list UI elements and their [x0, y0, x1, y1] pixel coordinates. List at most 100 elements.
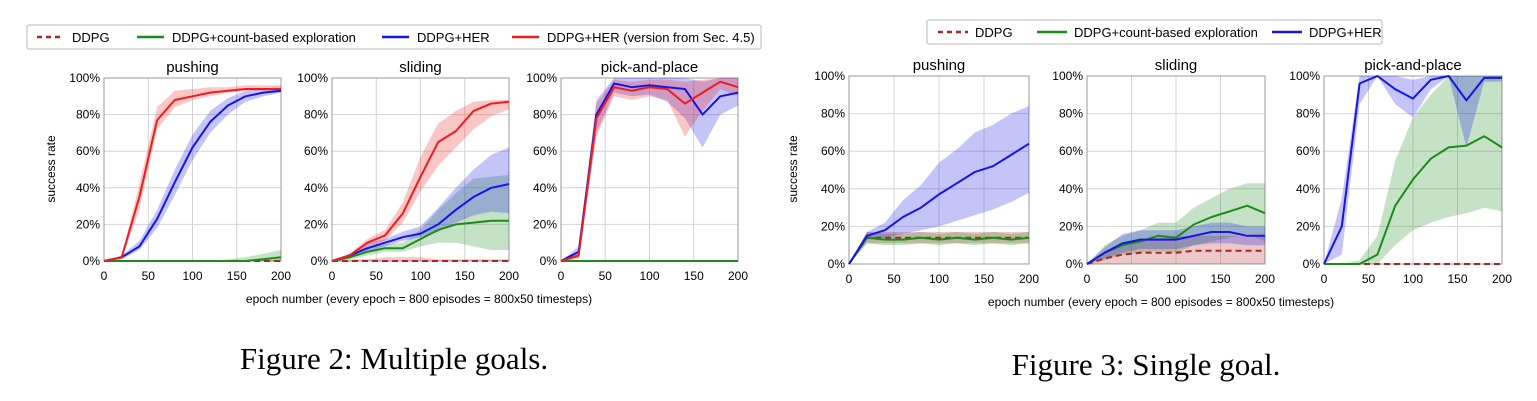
chart-panel-4: pushing 0 50 100 150 200 0% 20% 40% 60% 80% 100%	[814, 57, 1039, 286]
x-tick-label: 150	[684, 269, 704, 283]
legend-label-ddpg: DDPG	[975, 25, 1013, 40]
y-tick-label: 40%	[821, 182, 845, 196]
y-tick-label: 40%	[1296, 182, 1320, 196]
y-tick-label: 40%	[533, 181, 557, 195]
plot-frame	[848, 75, 1030, 265]
plot-frame	[1086, 75, 1266, 265]
x-tick-label: 200	[728, 269, 748, 283]
y-tick-label: 60%	[304, 144, 328, 158]
chart-panel-2: sliding 0 50 100 150 200 0% 20% 40% 60% 80% 100%	[297, 59, 519, 283]
x-tick-label: 100	[410, 269, 430, 283]
series-line-ddpg-her	[848, 142, 1030, 265]
series-line-ddpg-her-version-from-sec-4-5	[103, 88, 281, 262]
x-tick-label: 0	[558, 269, 565, 283]
y-tick-label: 100%	[1052, 69, 1083, 83]
y-tick-label: 0%	[311, 254, 329, 268]
y-tick-label: 20%	[1059, 219, 1083, 233]
legend-label-count: DDPG+count-based exploration	[172, 30, 356, 45]
y-tick-label: 100%	[814, 69, 845, 83]
series-line-ddpg-count-based-exploration	[1086, 204, 1266, 265]
x-tick-label: 0	[329, 269, 336, 283]
y-tick-label: 60%	[1296, 144, 1320, 158]
y-tick-label: 60%	[1059, 144, 1083, 158]
x-tick-label: 0	[101, 269, 108, 283]
y-tick-label: 20%	[821, 219, 845, 233]
band-ddpg-count-based-exploration	[1324, 76, 1502, 264]
series-line-ddpg-count-based-exploration	[331, 219, 509, 262]
y-tick-label: 100%	[1289, 69, 1320, 83]
y-tick-label: 20%	[76, 217, 100, 231]
caption-fig3: Figure 3: Single goal.	[1012, 347, 1281, 382]
y-tick-label: 60%	[821, 144, 845, 158]
band-ddpg-her	[1324, 76, 1502, 264]
legend-fig3: DDPG DDPG+count-based exploration DDPG+H…	[926, 19, 1383, 45]
x-tick-label: 200	[1019, 272, 1039, 286]
x-tick-label: 150	[227, 269, 247, 283]
y-tick-label: 40%	[1059, 182, 1083, 196]
series-line-ddpg-her	[103, 89, 282, 262]
panel-title: pushing	[913, 57, 966, 74]
series-line-ddpg-her	[331, 183, 510, 262]
x-tick-label: 100	[639, 269, 659, 283]
legend-label-her45: DDPG+HER (version from Sec. 4.5)	[547, 30, 755, 45]
caption-fig2: Figure 2: Multiple goals.	[240, 341, 548, 376]
legend-fig2: DDPG DDPG+count-based exploration DDPG+H…	[26, 24, 762, 50]
panel-title: sliding	[399, 59, 442, 76]
x-tick-label: 100	[1403, 272, 1423, 286]
x-tick-label: 200	[1255, 272, 1275, 286]
y-tick-label: 20%	[533, 217, 557, 231]
y-tick-label: 60%	[76, 144, 100, 158]
y-tick-label: 40%	[76, 181, 100, 195]
y-tick-label: 100%	[297, 71, 328, 85]
x-tick-label: 50	[1362, 272, 1376, 286]
y-tick-label: 20%	[304, 217, 328, 231]
legend-label-ddpg: DDPG	[72, 30, 110, 45]
legend-label-her: DDPG+HER	[1309, 25, 1382, 40]
x-tick-label: 50	[887, 272, 901, 286]
ylabel-fig2: success rate	[44, 135, 58, 203]
legend-box	[926, 19, 1383, 45]
panel-title: pick-and-place	[1364, 57, 1462, 74]
y-tick-label: 0%	[1066, 257, 1084, 271]
x-tick-label: 0	[1321, 272, 1328, 286]
series-line-ddpg-count-based-exploration	[104, 256, 282, 262]
band-ddpg-her	[561, 78, 738, 261]
y-tick-label: 40%	[304, 181, 328, 195]
y-tick-label: 80%	[76, 108, 100, 122]
series-line-ddpg-her	[1086, 231, 1265, 265]
series-line-ddpg-count-based-exploration	[1324, 135, 1503, 265]
y-tick-label: 60%	[533, 144, 557, 158]
plot-frame	[1323, 75, 1503, 265]
band-ddpg-her	[332, 147, 509, 261]
series-line-ddpg-her-version-from-sec-4-5	[331, 100, 510, 262]
plot-frame	[331, 77, 510, 262]
x-tick-label: 150	[974, 272, 994, 286]
panel-title: sliding	[1155, 57, 1198, 74]
chart-panel-1: pushing 0 50 100 150 200 0% 20% 40% 60% 80% 100%	[69, 59, 291, 283]
chart-panel-5: sliding 0 50 100 150 200 0% 20% 40% 60% 80% 100%	[1052, 57, 1275, 286]
panel-title: pushing	[166, 59, 219, 76]
x-tick-label: 200	[271, 269, 291, 283]
series-line-ddpg-her	[1323, 75, 1502, 265]
series-line-ddpg-her-version-from-sec-4-5	[560, 80, 739, 262]
x-tick-label: 100	[1166, 272, 1186, 286]
band-ddpg-count-based-exploration	[332, 175, 509, 261]
x-tick-label: 100	[182, 269, 202, 283]
x-tick-label: 100	[929, 272, 949, 286]
legend-label-count: DDPG+count-based exploration	[1074, 25, 1258, 40]
y-tick-label: 80%	[1059, 107, 1083, 121]
y-tick-label: 20%	[1296, 219, 1320, 233]
x-tick-label: 50	[142, 269, 156, 283]
y-tick-label: 0%	[828, 257, 846, 271]
x-tick-label: 0	[1084, 272, 1091, 286]
y-tick-label: 80%	[1296, 107, 1320, 121]
y-tick-label: 0%	[540, 254, 558, 268]
x-tick-label: 200	[1492, 272, 1512, 286]
y-tick-label: 80%	[821, 107, 845, 121]
chart-panel-3: pick-and-place 0 50 100 150 200 0% 20% 40% 60% 80%…	[526, 59, 748, 283]
y-tick-label: 0%	[1303, 257, 1321, 271]
x-tick-label: 150	[1447, 272, 1467, 286]
xlabel-fig3: epoch number (every epoch = 800 episodes…	[988, 295, 1334, 309]
band-ddpg-her-version-from-sec-4-5	[561, 78, 738, 261]
xlabel-fig2: epoch number (every epoch = 800 episodes…	[246, 292, 592, 306]
